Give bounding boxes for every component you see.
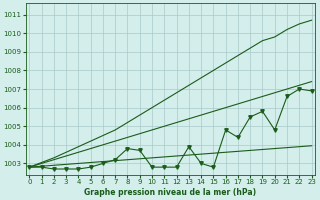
X-axis label: Graphe pression niveau de la mer (hPa): Graphe pression niveau de la mer (hPa)	[84, 188, 257, 197]
